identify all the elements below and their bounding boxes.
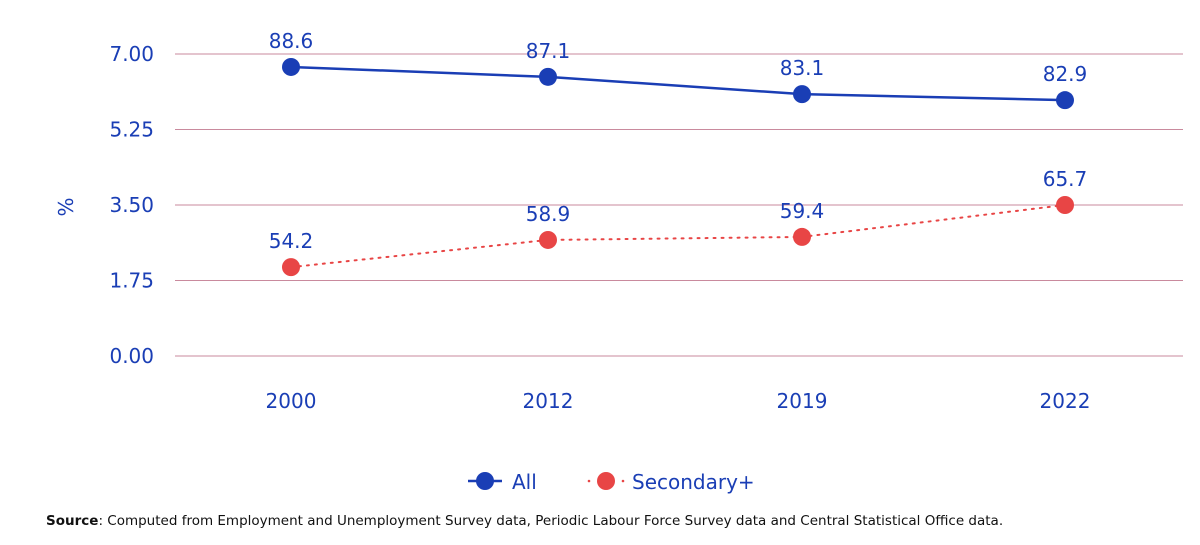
y-tick-label: 5.25: [109, 118, 154, 142]
data-label: 83.1: [780, 56, 825, 80]
data-label: 65.7: [1043, 167, 1088, 191]
source-text: : Computed from Employment and Unemploym…: [98, 513, 1004, 529]
data-label: 82.9: [1043, 62, 1088, 86]
gridlines: [175, 53, 1183, 357]
x-tick-label: 2000: [266, 389, 317, 413]
y-tick-label: 7.00: [109, 42, 154, 66]
legend-label: Secondary+: [632, 470, 755, 494]
legend-item-secondary[interactable]: Secondary+: [587, 470, 755, 494]
data-label: 88.6: [269, 29, 314, 53]
data-label: 58.9: [526, 202, 571, 226]
data-point[interactable]: [793, 227, 811, 246]
data-point[interactable]: [1056, 91, 1074, 110]
data-point[interactable]: [1056, 196, 1074, 214]
data-point[interactable]: [539, 67, 557, 86]
x-tick-label: 2012: [523, 389, 574, 413]
data-label: 59.4: [780, 199, 825, 223]
y-tick-label: 1.75: [109, 269, 154, 293]
data-point[interactable]: [282, 258, 300, 277]
y-tick-label: 0.00: [109, 344, 154, 368]
series-line: [290, 204, 1066, 269]
series-secondary: 54.2 58.9 59.4 65.7: [269, 167, 1088, 277]
legend[interactable]: All Secondary+: [468, 470, 755, 494]
legend-dot-icon: [587, 479, 591, 483]
y-tick-label: 3.50: [109, 193, 154, 217]
data-label: 87.1: [526, 39, 571, 63]
legend-item-all[interactable]: All: [468, 470, 537, 494]
series-group: 88.6 87.1 83.1 82.9 54.2 58.9 59.4 65.7: [269, 29, 1088, 277]
legend-marker-icon: [597, 472, 615, 490]
data-point[interactable]: [793, 85, 811, 104]
x-axis-ticks: 2000 2012 2019 2022: [266, 389, 1091, 413]
data-label: 54.2: [269, 229, 314, 253]
data-point[interactable]: [282, 57, 300, 76]
source-prefix: Source: [46, 513, 99, 529]
data-point[interactable]: [539, 230, 557, 249]
series-all: 88.6 87.1 83.1 82.9: [269, 29, 1088, 110]
source-note: Source: Computed from Employment and Une…: [46, 513, 1003, 529]
x-tick-label: 2019: [777, 389, 828, 413]
legend-dot-icon: [621, 479, 625, 483]
legend-marker-icon: [476, 472, 494, 490]
x-tick-label: 2022: [1040, 389, 1091, 413]
legend-label: All: [512, 470, 537, 494]
series-line: [290, 65, 1066, 102]
y-axis-label: %: [54, 197, 78, 216]
y-axis-ticks: 0.00 1.75 3.50 5.25 7.00: [109, 42, 154, 368]
